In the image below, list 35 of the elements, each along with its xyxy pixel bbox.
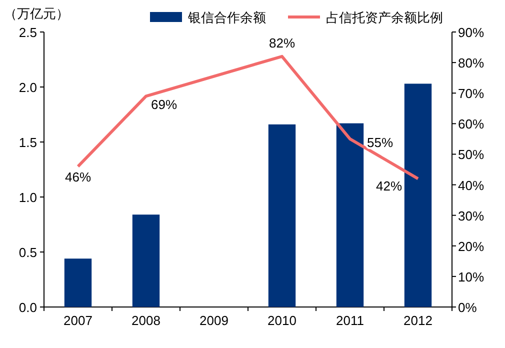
y2-tick-label: 70%	[458, 86, 484, 102]
data-label: 69%	[150, 97, 178, 112]
x-tick-label: 2011	[336, 313, 364, 328]
bar	[64, 258, 92, 307]
y2-tick-label: 30%	[458, 208, 484, 224]
legend-label: 占信托资产余额比例	[326, 10, 443, 25]
y-tick-label: 1.5	[18, 135, 37, 150]
bar	[404, 84, 432, 307]
data-label: 46%	[64, 169, 92, 184]
y2-tick-label: 0%	[458, 300, 478, 315]
y-tick-label: 2.5	[18, 25, 37, 40]
y2-tick-label: 10%	[458, 269, 484, 284]
x-tick-label: 2007	[64, 313, 92, 328]
y2-tick-label: 80%	[458, 56, 484, 71]
legend-label: 银信合作余额	[187, 10, 266, 25]
y-tick-label: 2.0	[18, 80, 37, 95]
y-axis-title: （万亿元）	[4, 6, 69, 21]
data-label: 55%	[366, 134, 394, 150]
x-tick-label: 2010	[268, 313, 296, 328]
bar	[132, 214, 160, 307]
data-label: 42%	[376, 178, 402, 194]
y2-tick-label: 20%	[458, 238, 484, 254]
y-tick-label: 1.0	[18, 190, 37, 205]
x-tick-label: 2008	[132, 313, 160, 328]
bar	[268, 124, 296, 307]
y2-tick-label: 40%	[458, 178, 484, 193]
y2-tick-label: 50%	[458, 147, 484, 162]
y2-tick-label: 60%	[458, 116, 484, 132]
x-tick-label: 2009	[200, 313, 228, 328]
bar	[336, 123, 364, 307]
y-tick-label: 0.0	[18, 300, 37, 315]
y-tick-label: 0.5	[18, 245, 37, 260]
x-tick-label: 2012	[404, 313, 432, 328]
y2-tick-label: 90%	[458, 25, 484, 40]
data-label: 82%	[268, 35, 296, 50]
